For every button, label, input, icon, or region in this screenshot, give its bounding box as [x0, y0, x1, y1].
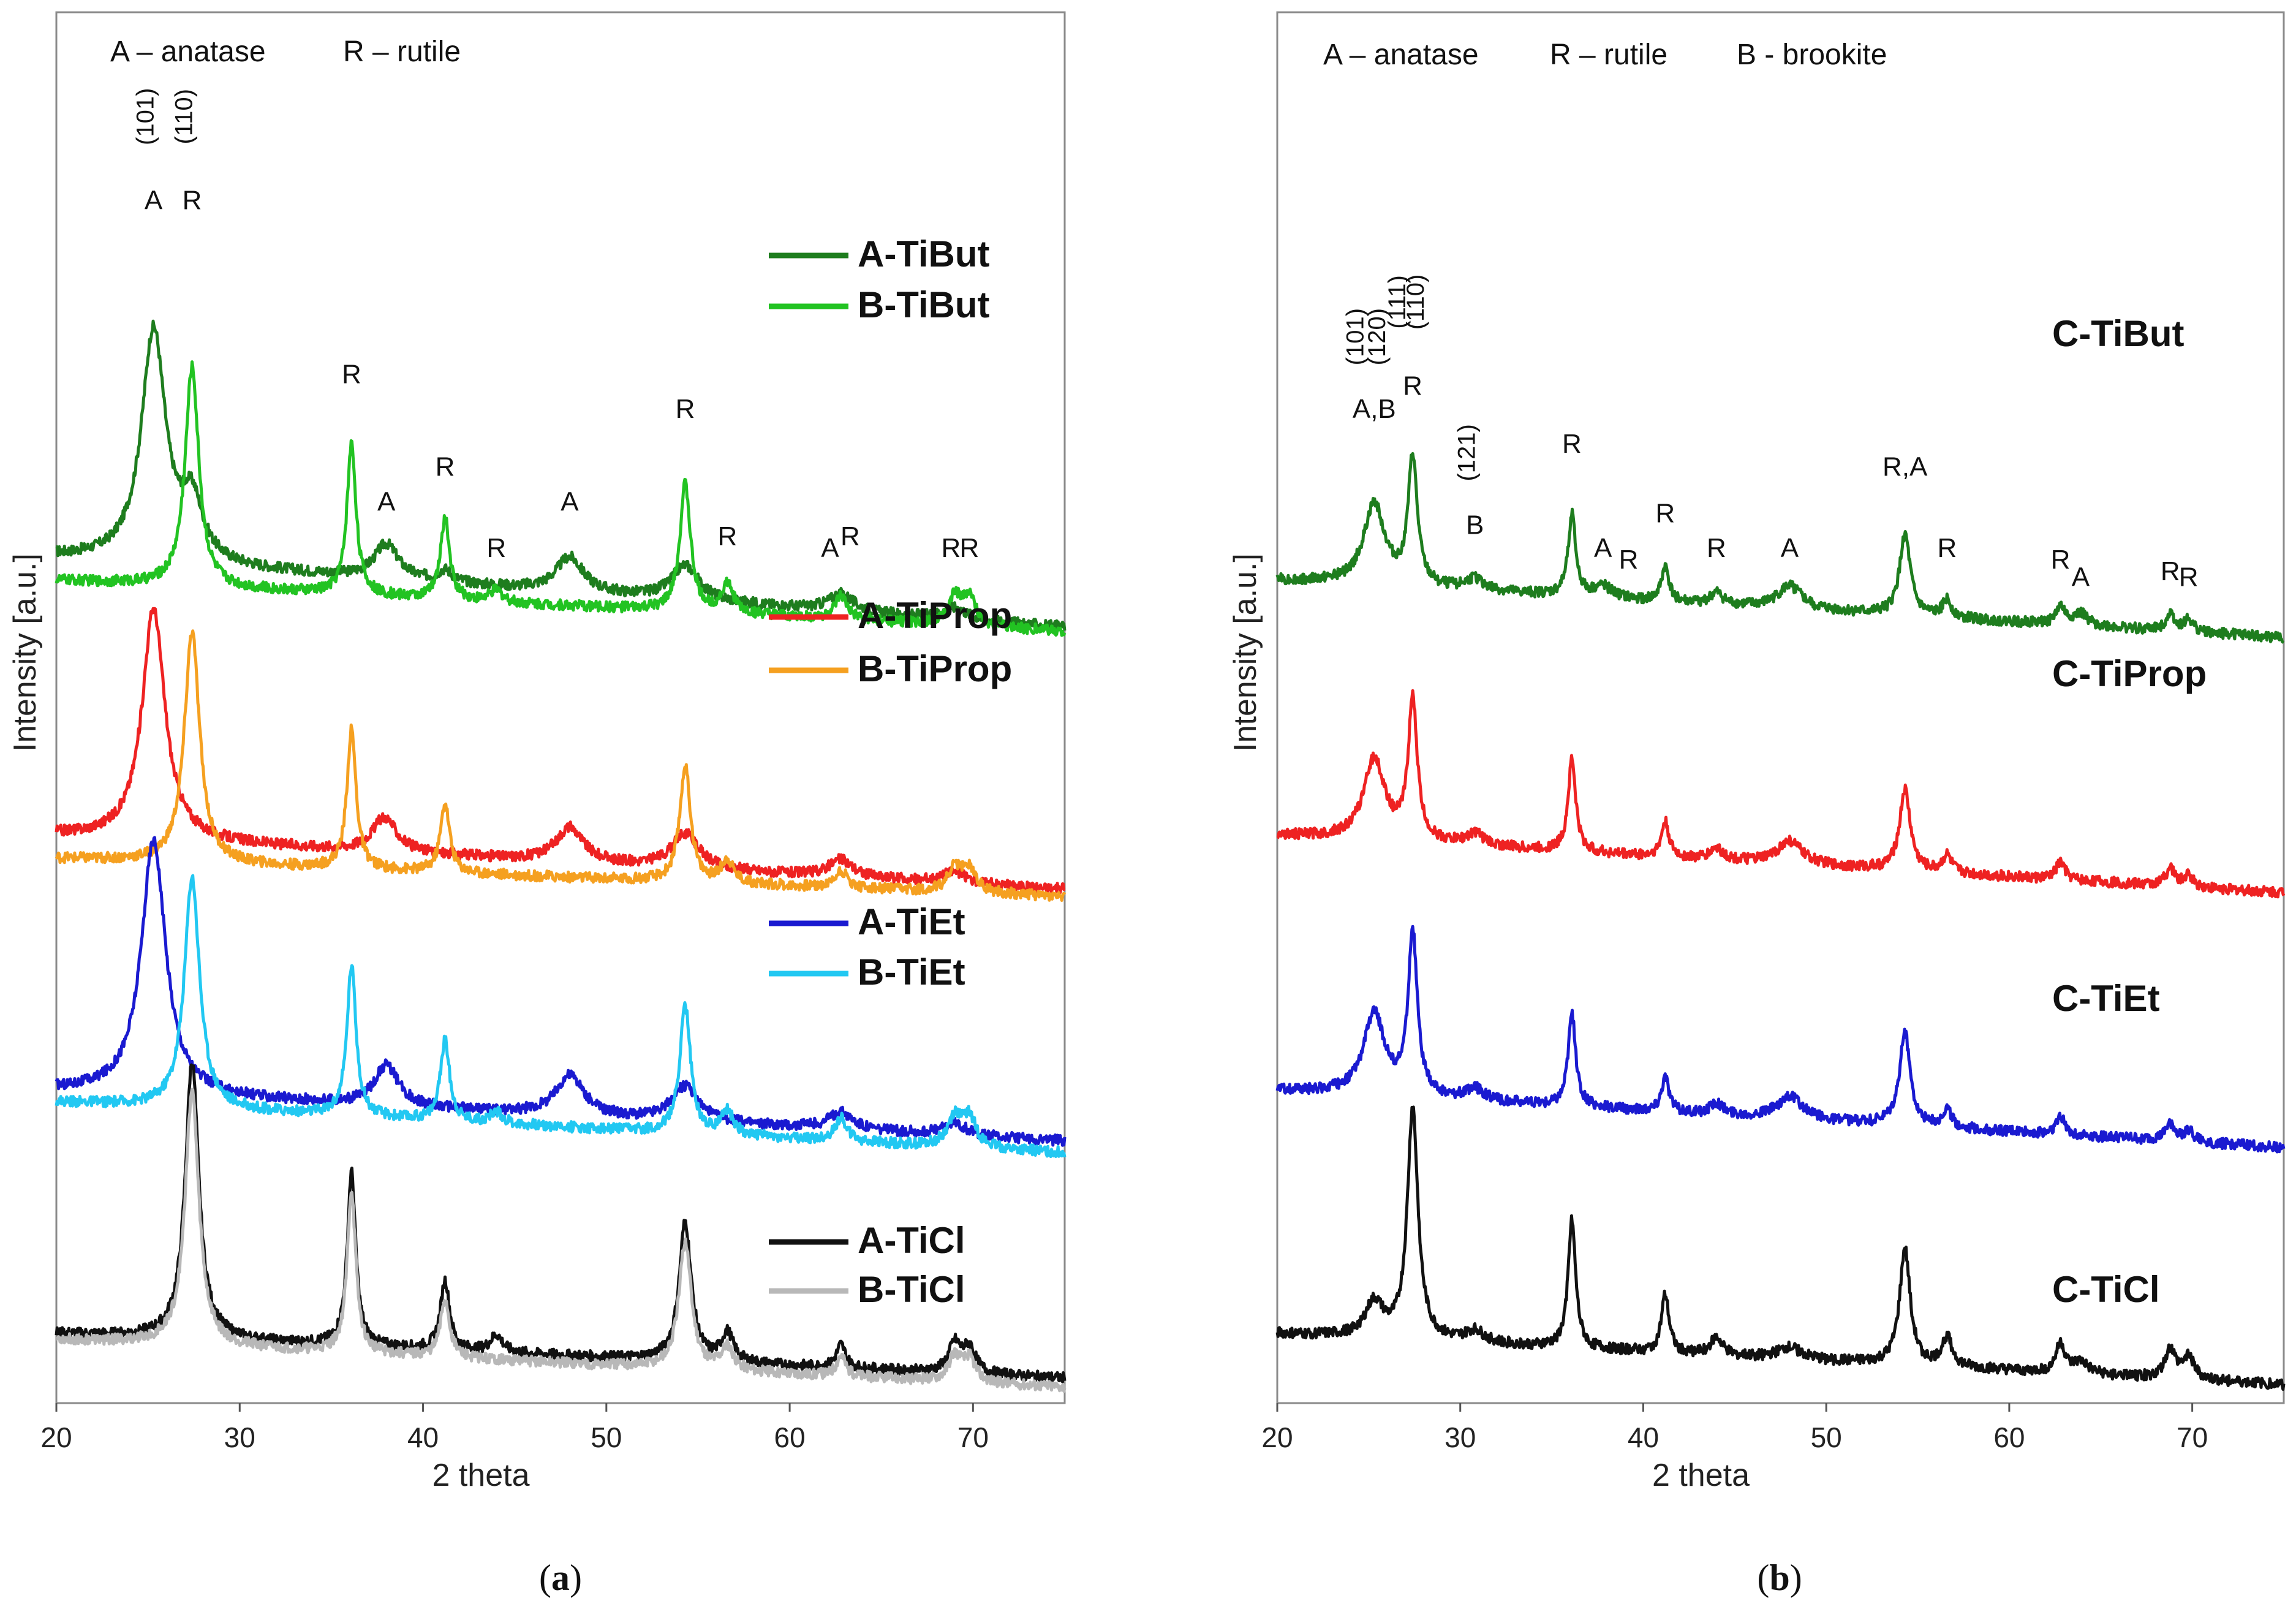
hkl-label: (110) [170, 89, 197, 144]
legend-label: C-TiEt [2052, 978, 2160, 1019]
series-line-c-ticl [1275, 1105, 2286, 1391]
peak-label: R [436, 452, 455, 482]
x-tick-label: 40 [1628, 1421, 1659, 1453]
peak-label: R [486, 533, 506, 563]
peak-label: A [377, 486, 396, 517]
peak-label: A [1781, 533, 1799, 563]
peak-label: R [942, 533, 961, 563]
legend-label: B-TiCl [858, 1269, 965, 1310]
x-tick-label: 70 [957, 1421, 989, 1453]
peak-label: R [717, 521, 737, 551]
panel-b: 20 30 40 50 60 70 2 theta Intensity [a.u.] A – a… [1228, 11, 2286, 1598]
series-line-b-tibut [55, 360, 1067, 637]
legend-label: C-TiBut [2052, 313, 2185, 354]
peak-label: B [1466, 510, 1484, 540]
peak-label: R [342, 359, 361, 389]
series-line-a-tiprop [55, 607, 1066, 895]
x-axis-label: 2 theta [432, 1458, 529, 1493]
panel-caption: (a) [539, 1558, 582, 1598]
hkl-label: (110) [1402, 274, 1429, 330]
hkl-label: (101) [1342, 308, 1369, 365]
peak-label: R [1937, 533, 1957, 563]
x-tick-label: 70 [2177, 1421, 2208, 1453]
hkl-label: (111) [1384, 275, 1411, 328]
x-axis-label: 2 theta [1652, 1458, 1750, 1493]
series-line-c-tiet [1275, 925, 2286, 1154]
peak-label: R [959, 533, 979, 563]
x-tick-label: 30 [1444, 1421, 1476, 1453]
peak-label: A [821, 533, 839, 563]
peak-label: A,B [1353, 394, 1396, 424]
legend-label: A-TiBut [858, 233, 990, 274]
series-line-a-tiet [55, 836, 1067, 1147]
plot-frame [1276, 11, 2285, 1404]
peak-label: R [2179, 562, 2199, 592]
legend-label: C-TiProp [2052, 653, 2207, 694]
series-line-a-tibut [55, 319, 1067, 633]
x-tick-label: 40 [407, 1421, 439, 1453]
x-tick-label: 60 [1993, 1421, 2025, 1453]
phase-key-entry: R – rutile [1550, 39, 1667, 71]
legend-label: B-TiProp [858, 648, 1012, 689]
peak-label: R [2161, 556, 2180, 586]
y-axis-label: Intensity [a.u.] [7, 553, 43, 752]
legend-label: A-TiCl [858, 1220, 965, 1261]
hkl-label: (120) [1364, 308, 1391, 365]
series-line-a-ticl [55, 1063, 1067, 1383]
peak-label: A [2072, 562, 2090, 592]
legend-label: A-TiEt [858, 901, 965, 942]
legend-label: B-TiEt [858, 952, 965, 993]
x-tick-label: 50 [591, 1421, 622, 1453]
legend-label: B-TiBut [858, 284, 990, 325]
peak-label: R,A [1882, 452, 1928, 482]
x-tick-label: 50 [1811, 1421, 1842, 1453]
panel-caption: (b) [1757, 1558, 1802, 1598]
series-line-b-tiet [55, 874, 1067, 1159]
hkl-label: (101) [132, 88, 159, 145]
peak-label: R [1655, 498, 1675, 528]
hkl-label: (121) [1454, 424, 1481, 481]
series-line-b-tiprop [55, 629, 1067, 902]
peak-label: R [1403, 371, 1422, 401]
phase-key-entry: R – rutile [343, 36, 461, 68]
phase-key-entry: A – anatase [1323, 39, 1479, 71]
peak-label: R [2051, 545, 2071, 575]
legend-label: A-TiProp [858, 595, 1012, 636]
legend-label: C-TiCl [2052, 1269, 2160, 1310]
peak-label: R [1707, 533, 1726, 563]
peak-label: A [1594, 533, 1612, 563]
peak-label: R [840, 521, 860, 551]
series-line-b-ticl [55, 1088, 1067, 1393]
peak-label: A [561, 486, 579, 517]
peak-label: A [145, 186, 163, 216]
series-line-c-tibut [1275, 452, 2285, 644]
peak-label: R [183, 186, 202, 216]
plot-frame [55, 11, 1066, 1404]
phase-key-entry: B - brookite [1737, 39, 1887, 71]
x-tick-label: 20 [1261, 1421, 1293, 1453]
x-tick-label: 30 [224, 1421, 255, 1453]
peak-label: R [1619, 545, 1639, 575]
peak-label: R [1562, 429, 1582, 459]
phase-key-entry: A – anatase [110, 36, 266, 68]
x-tick-label: 60 [774, 1421, 806, 1453]
panel-a: 20 30 40 50 60 70 2 theta Intensity [a.u.] A – a… [7, 11, 1067, 1598]
peak-label: R [676, 394, 695, 424]
y-axis-label: Intensity [a.u.] [1228, 553, 1263, 752]
series-line-c-tiprop [1276, 689, 2286, 899]
x-tick-label: 20 [40, 1421, 72, 1453]
